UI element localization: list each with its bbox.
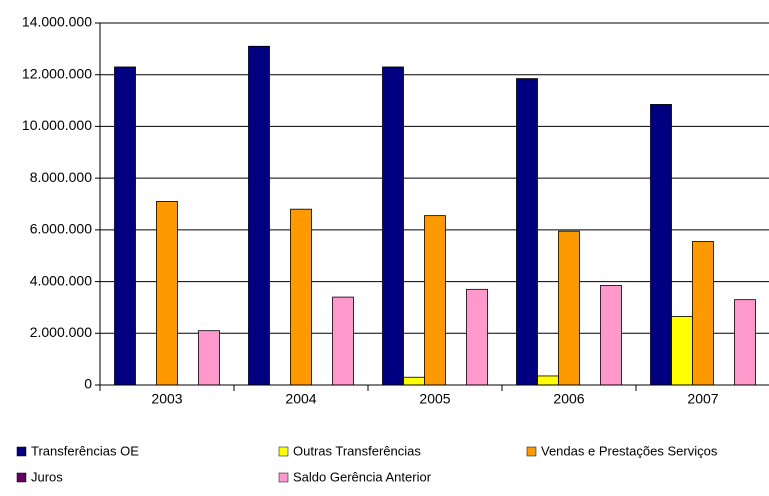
legend-label: Saldo Gerência Anterior	[293, 469, 432, 484]
y-tick-label: 2.000.000	[30, 324, 92, 340]
bar	[650, 104, 672, 386]
bar	[692, 241, 714, 386]
legend-label: Transferências OE	[31, 443, 139, 458]
legend-label: Outras Transferências	[293, 443, 421, 458]
bar	[332, 296, 354, 386]
y-tick-label: 6.000.000	[30, 221, 92, 237]
legend-swatch	[278, 472, 289, 483]
bar	[156, 201, 178, 386]
bar	[671, 316, 693, 386]
bar	[734, 299, 756, 386]
bar	[114, 66, 136, 386]
bar	[537, 375, 559, 386]
bar	[382, 66, 404, 386]
bar	[403, 376, 425, 386]
x-tick-label: 2005	[419, 391, 450, 407]
bar	[600, 285, 622, 386]
bar	[424, 215, 446, 386]
legend-label: Vendas e Prestações Serviços	[541, 443, 718, 458]
legend-swatch	[278, 446, 289, 457]
y-tick-label: 0	[84, 376, 92, 392]
y-tick-label: 14.000.000	[22, 14, 92, 30]
bar	[466, 288, 488, 386]
y-tick-label: 10.000.000	[22, 117, 92, 133]
x-tick-label: 2007	[687, 391, 718, 407]
bar	[248, 45, 270, 386]
y-tick-label: 8.000.000	[30, 169, 92, 185]
legend-label: Juros	[31, 469, 63, 484]
x-tick-label: 2003	[151, 391, 182, 407]
bar	[516, 78, 538, 386]
x-tick-label: 2004	[285, 391, 316, 407]
y-tick-label: 4.000.000	[30, 272, 92, 288]
legend-swatch	[16, 472, 27, 483]
bar	[290, 208, 312, 386]
x-tick-label: 2006	[553, 391, 584, 407]
y-tick-label: 12.000.000	[22, 65, 92, 81]
legend-swatch	[526, 446, 537, 457]
bar	[558, 230, 580, 386]
bar	[198, 330, 220, 386]
legend-swatch	[16, 446, 27, 457]
